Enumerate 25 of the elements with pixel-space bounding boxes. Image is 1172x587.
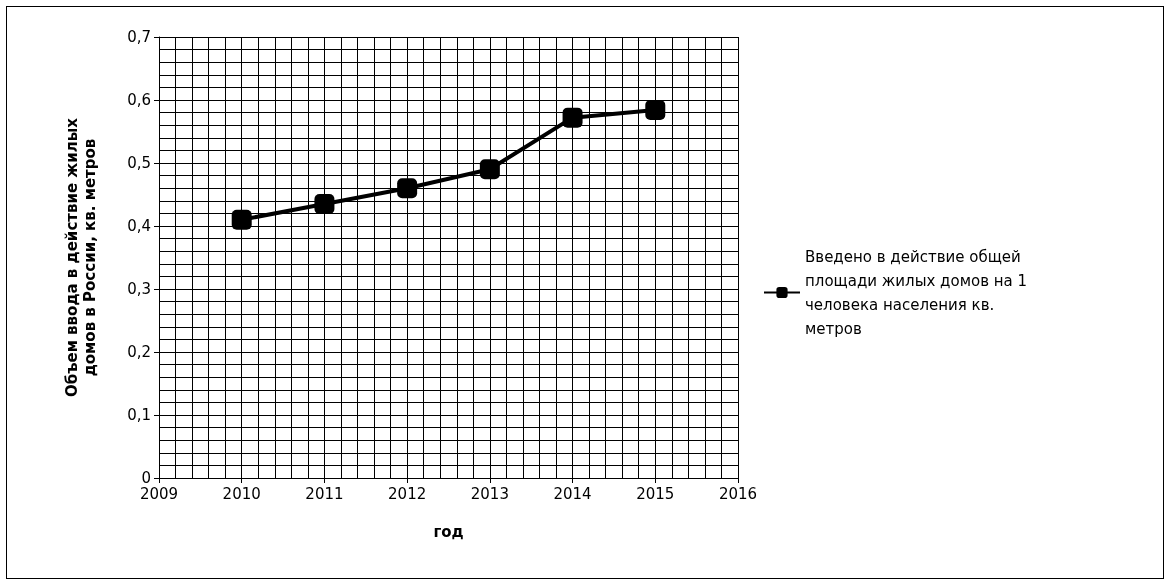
- x-tick-label: 2011: [305, 484, 344, 503]
- x-tick-label: 2016: [718, 484, 758, 503]
- x-tick-label: 2009: [139, 484, 179, 503]
- x-tick-label: 2014: [553, 484, 592, 503]
- y-tick-label: 0: [141, 469, 151, 487]
- y-tick-label: 0,4: [127, 217, 151, 235]
- y-tick-label: 0,6: [127, 91, 151, 109]
- x-tick-label: 2010: [222, 484, 261, 503]
- y-tick-label: 0,5: [127, 154, 151, 172]
- point: [231, 209, 252, 230]
- y-tick-label: 0,7: [127, 28, 151, 46]
- point: [314, 193, 335, 214]
- point: [562, 107, 583, 128]
- legend-label: Введено в действие общей площади жилых домов на 1 человека населения кв. метров: [805, 247, 1032, 338]
- y-axis-title: Объем ввода в действие жилых домов в России, кв. метров: [63, 117, 99, 398]
- x-tick-label: 2012: [388, 484, 427, 503]
- point: [479, 159, 500, 180]
- x-tick-label: 2015: [636, 484, 675, 503]
- y-tick-label: 0,3: [127, 280, 151, 298]
- point: [645, 100, 666, 121]
- point: [397, 178, 418, 199]
- x-axis-title: год: [433, 523, 464, 541]
- x-tick-label: 2013: [470, 484, 509, 503]
- y-tick-label: 0,1: [127, 406, 151, 424]
- y-tick-label: 0,2: [127, 343, 151, 361]
